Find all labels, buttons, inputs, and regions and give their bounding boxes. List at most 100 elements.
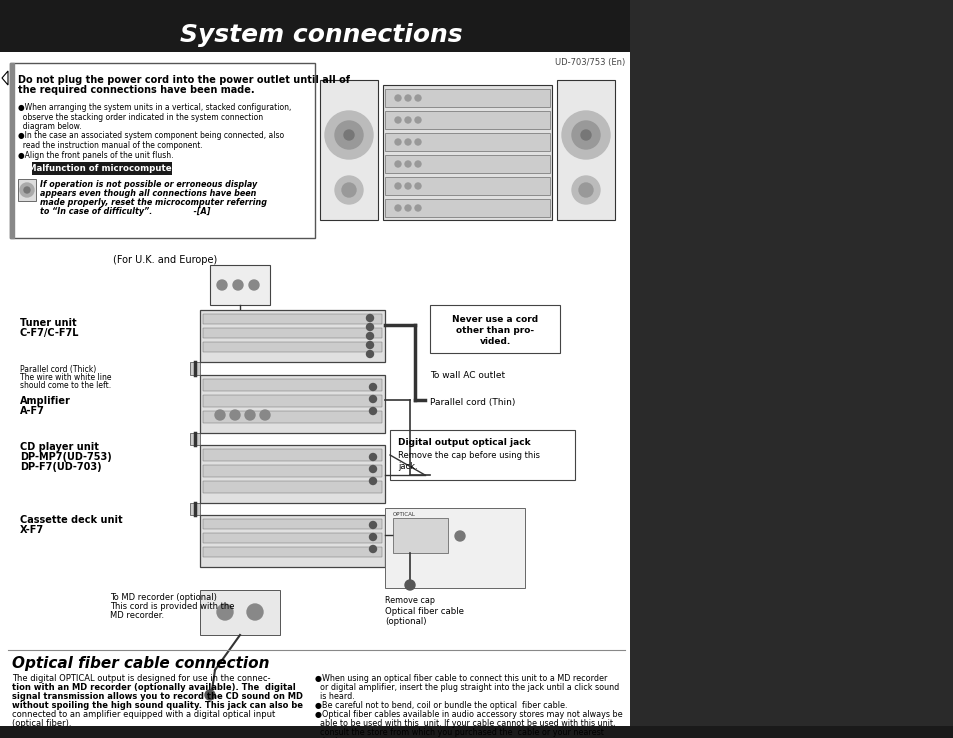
Bar [203, 328, 381, 338]
Bar [385, 199, 550, 217]
Circle shape [405, 161, 411, 167]
Text: To MD recorder (optional): To MD recorder (optional) [110, 593, 216, 602]
Circle shape [455, 531, 464, 541]
Circle shape [366, 323, 374, 331]
Text: appears even though all connections have been: appears even though all connections have… [40, 189, 256, 198]
Text: UD-703/753 (En): UD-703/753 (En) [554, 58, 624, 67]
Bar [557, 80, 615, 220]
Circle shape [369, 396, 376, 402]
Text: jack.: jack. [397, 462, 417, 471]
Text: Parallel cord (Thin): Parallel cord (Thin) [430, 398, 515, 407]
Polygon shape [10, 63, 14, 238]
Text: tion with an MD recorder (optionally available). The  digital: tion with an MD recorder (optionally ava… [12, 683, 295, 692]
Circle shape [369, 534, 376, 540]
Bar [10, 63, 314, 238]
Circle shape [369, 407, 376, 415]
Circle shape [580, 130, 590, 140]
Text: able to be used with this  unit. If your cable cannot be used with this unit,: able to be used with this unit. If your … [314, 719, 615, 728]
Bar [0, 726, 953, 738]
Text: (For U.K. and Europe): (For U.K. and Europe) [112, 255, 217, 265]
Bar [200, 445, 385, 503]
Circle shape [415, 117, 420, 123]
Text: dealer.: dealer. [314, 737, 347, 738]
Text: Digital output optical jack: Digital output optical jack [397, 438, 530, 447]
Bar [203, 519, 381, 529]
Text: Cassette deck unit: Cassette deck unit [20, 515, 123, 525]
Text: made properly, reset the microcomputer referring: made properly, reset the microcomputer r… [40, 198, 267, 207]
Text: connected to an amplifier equipped with a digital optical input: connected to an amplifier equipped with … [12, 710, 275, 719]
Text: DP-MP7(UD-753): DP-MP7(UD-753) [20, 452, 112, 462]
Polygon shape [2, 71, 8, 85]
Circle shape [572, 121, 599, 149]
Circle shape [405, 139, 411, 145]
Text: signal transmission allows you to record the CD sound on MD: signal transmission allows you to record… [12, 692, 303, 701]
Circle shape [415, 183, 420, 189]
Text: to “In case of difficulty”.               -[A]: to “In case of difficulty”. -[A] [40, 207, 211, 216]
Circle shape [578, 183, 593, 197]
Circle shape [369, 545, 376, 553]
Circle shape [395, 117, 400, 123]
Text: other than pro-: other than pro- [456, 326, 534, 335]
Bar [430, 305, 559, 353]
Circle shape [395, 139, 400, 145]
Circle shape [366, 351, 374, 357]
Circle shape [405, 205, 411, 211]
Text: System connections: System connections [180, 23, 462, 47]
Bar [0, 0, 629, 52]
Text: should come to the left.: should come to the left. [20, 381, 111, 390]
Bar [190, 503, 200, 515]
Circle shape [335, 176, 363, 204]
Bar [210, 265, 270, 305]
Text: diagram below.: diagram below. [18, 122, 81, 131]
Circle shape [415, 205, 420, 211]
Text: Tuner unit: Tuner unit [20, 318, 76, 328]
Text: ●Align the front panels of the unit flush.: ●Align the front panels of the unit flus… [18, 151, 173, 159]
Text: or digital amplifier, insert the plug straight into the jack until a click sound: or digital amplifier, insert the plug st… [314, 683, 618, 692]
Circle shape [260, 410, 270, 420]
Bar [385, 177, 550, 195]
Bar [203, 547, 381, 557]
Text: C-F7/C-F7L: C-F7/C-F7L [20, 328, 79, 338]
Text: observe the stacking order indicated in the system connection: observe the stacking order indicated in … [18, 112, 263, 122]
Text: A-F7: A-F7 [20, 406, 45, 416]
Circle shape [20, 183, 34, 197]
Circle shape [405, 183, 411, 189]
Bar [200, 590, 280, 635]
Text: The wire with white line: The wire with white line [20, 373, 112, 382]
Circle shape [369, 477, 376, 485]
Circle shape [369, 522, 376, 528]
Circle shape [214, 410, 225, 420]
Text: consult the store from which you purchased the  cable or your nearest: consult the store from which you purchas… [314, 728, 603, 737]
Bar [203, 395, 381, 407]
Text: Malfunction of microcomputer: Malfunction of microcomputer [28, 164, 175, 173]
Circle shape [216, 280, 227, 290]
Bar [200, 310, 385, 362]
Circle shape [405, 95, 411, 101]
Text: To wall AC outlet: To wall AC outlet [430, 371, 504, 380]
Bar [319, 80, 377, 220]
Text: DP-F7(UD-703): DP-F7(UD-703) [20, 462, 102, 472]
Circle shape [233, 280, 243, 290]
Circle shape [415, 161, 420, 167]
Bar [203, 379, 381, 391]
Bar [385, 111, 550, 129]
Bar [203, 411, 381, 423]
Circle shape [369, 466, 376, 472]
Circle shape [395, 161, 400, 167]
Bar [382, 85, 552, 220]
Text: ●When arranging the system units in a vertical, stacked configuration,: ●When arranging the system units in a ve… [18, 103, 291, 112]
Bar [203, 342, 381, 352]
Bar [190, 362, 200, 375]
Circle shape [341, 183, 355, 197]
Text: X-F7: X-F7 [20, 525, 44, 535]
Circle shape [366, 314, 374, 322]
Circle shape [344, 130, 354, 140]
Circle shape [395, 95, 400, 101]
Circle shape [24, 187, 30, 193]
Text: (optical fiber).: (optical fiber). [12, 719, 71, 728]
Text: Remove the cap before using this: Remove the cap before using this [397, 451, 539, 460]
Circle shape [205, 690, 214, 700]
Circle shape [230, 410, 240, 420]
Text: ●Optical fiber cables available in audio accessory stores may not always be: ●Optical fiber cables available in audio… [314, 710, 622, 719]
Bar [203, 314, 381, 324]
